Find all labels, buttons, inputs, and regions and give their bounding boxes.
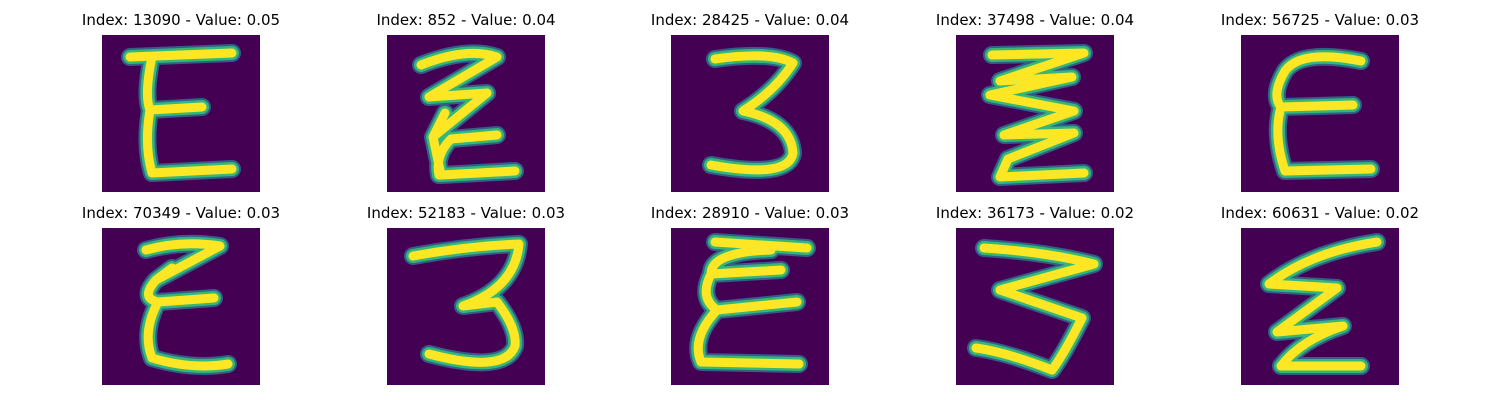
digit-image-svg bbox=[702, 46, 802, 179]
panel-title: Index: 70349 - Value: 0.03 bbox=[81, 204, 281, 222]
digit-image-svg bbox=[981, 44, 1093, 186]
digit-stroke-layer-2 bbox=[706, 51, 798, 175]
panel-title: Index: 37498 - Value: 0.04 bbox=[935, 11, 1135, 29]
digit-image bbox=[102, 228, 260, 385]
digit-stroke-layer-2 bbox=[416, 48, 520, 180]
digit-image bbox=[671, 35, 829, 192]
digit-image bbox=[1241, 35, 1399, 192]
digit-image-svg bbox=[404, 235, 528, 372]
digit-image-svg bbox=[412, 44, 524, 184]
digit-image bbox=[387, 35, 545, 192]
digit-stroke-layer-2 bbox=[693, 237, 812, 369]
digit-stroke-layer-1 bbox=[1262, 235, 1384, 373]
digit-stroke-layer-2 bbox=[985, 48, 1089, 182]
digit-stroke-layer-2 bbox=[1272, 52, 1376, 176]
panel-title: Index: 60631 - Value: 0.02 bbox=[1220, 204, 1420, 222]
digit-stroke-layer-2 bbox=[1264, 237, 1382, 371]
digit-image-svg bbox=[1260, 233, 1386, 375]
panel-title: Index: 13090 - Value: 0.05 bbox=[81, 11, 281, 29]
digit-stroke-layer-2 bbox=[971, 243, 1099, 375]
panel-title: Index: 28910 - Value: 0.03 bbox=[650, 204, 850, 222]
digit-image-svg bbox=[1267, 47, 1380, 180]
panel-title: Index: 36173 - Value: 0.02 bbox=[935, 204, 1135, 222]
panel-title: Index: 852 - Value: 0.04 bbox=[376, 11, 556, 29]
digit-image bbox=[956, 228, 1114, 385]
digit-image-svg bbox=[121, 44, 241, 182]
digit-image bbox=[387, 228, 545, 385]
digit-stroke-layer-2 bbox=[141, 239, 233, 371]
digit-image bbox=[671, 228, 829, 385]
digit-image bbox=[102, 35, 260, 192]
digit-image-svg bbox=[967, 239, 1103, 379]
panel-title: Index: 56725 - Value: 0.03 bbox=[1220, 11, 1420, 29]
digit-image bbox=[956, 35, 1114, 192]
digit-image-svg bbox=[137, 234, 237, 375]
panel-title: Index: 52183 - Value: 0.03 bbox=[366, 204, 566, 222]
digit-image-svg bbox=[689, 233, 816, 373]
panel-title: Index: 28425 - Value: 0.04 bbox=[650, 11, 850, 29]
digit-image bbox=[1241, 228, 1399, 385]
digit-stroke-layer-2 bbox=[408, 239, 524, 367]
digit-stroke-layer-2 bbox=[125, 48, 237, 178]
